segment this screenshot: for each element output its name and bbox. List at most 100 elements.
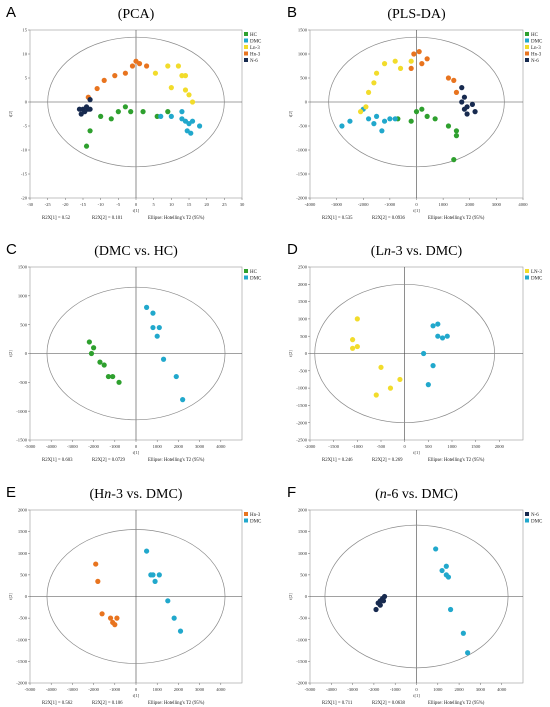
y-tick-label: -2000	[296, 196, 307, 201]
panel-title: (DMC vs. HC)	[94, 244, 178, 259]
y-tick-label: 500	[300, 334, 308, 339]
x-tick-label: 4000	[216, 444, 226, 449]
panel-title: (PCA)	[118, 7, 155, 22]
data-point	[154, 333, 160, 339]
legend-label: DMC	[531, 519, 543, 524]
footer-r2x1: R2X[1] = 0.52	[42, 216, 71, 221]
data-point	[365, 116, 372, 122]
panel-title-part: (	[375, 487, 380, 502]
data-point	[165, 63, 171, 69]
x-tick-label: -5000	[25, 444, 36, 449]
y-tick-label: -1500	[296, 403, 307, 408]
legend-swatch	[244, 275, 248, 280]
footer-r2x2: R2X[2] = 0.269	[372, 458, 403, 463]
data-point	[99, 611, 105, 617]
data-point	[392, 116, 398, 122]
data-point	[365, 89, 372, 95]
legend-label: DMC	[250, 39, 262, 44]
panel-title-part: -6 vs. DMC)	[387, 487, 459, 502]
legend-swatch	[244, 512, 248, 516]
footer-r2x2: R2X[2] = 0.101	[92, 216, 123, 221]
data-point	[144, 63, 150, 69]
footer-r2x2: R2X[2] = 0.0729	[92, 458, 126, 463]
footer-ellipse: Ellipse: Hotelling's T2 (95%)	[148, 216, 205, 221]
data-point	[112, 73, 118, 79]
data-point	[453, 89, 460, 95]
data-point	[168, 113, 174, 119]
data-point	[373, 70, 380, 76]
y-tick-label: -500	[19, 380, 28, 385]
x-tick-label: -2000	[369, 687, 380, 692]
x-tick-label: 3000	[492, 202, 502, 207]
data-point	[371, 121, 377, 127]
y-tick-label: 500	[300, 572, 308, 577]
data-point	[347, 118, 353, 124]
legend-swatch	[525, 269, 529, 273]
y-tick-label: 1000	[298, 317, 308, 322]
x-axis-label: t[1]	[413, 693, 420, 698]
y-tick-label: 0	[305, 351, 308, 356]
data-point	[158, 113, 164, 119]
x-tick-label: 4000	[216, 687, 226, 692]
panel-title: (PLS-DA)	[387, 7, 446, 22]
y-tick-label: 2500	[298, 265, 308, 270]
y-tick-label: -500	[299, 368, 308, 373]
data-point	[408, 65, 414, 71]
data-point	[424, 56, 430, 62]
x-tick-label: -2000	[358, 202, 369, 207]
data-point	[87, 128, 93, 134]
x-tick-label: 1000	[153, 444, 163, 449]
x-tick-label: -4000	[46, 444, 57, 449]
y-tick-label: 15	[22, 28, 27, 33]
legend-swatch	[525, 275, 529, 280]
y-axis-label: t[2]	[8, 350, 13, 357]
x-tick-label: 500	[425, 444, 433, 449]
x-tick-label: 2000	[495, 444, 505, 449]
data-point	[357, 109, 364, 115]
legend-swatch	[244, 58, 248, 62]
y-tick-label: -10	[21, 148, 28, 153]
data-point	[97, 359, 103, 365]
x-tick-label: 30	[240, 202, 245, 207]
legend-swatch	[244, 38, 248, 43]
data-point	[101, 362, 107, 368]
panel-title: (n-6 vs. DMC)	[375, 487, 458, 502]
data-point	[114, 615, 120, 621]
legend-swatch	[244, 269, 248, 273]
x-tick-label: 1000	[433, 687, 443, 692]
data-point	[150, 324, 156, 331]
data-point	[445, 123, 452, 129]
data-point	[416, 49, 422, 55]
legend-label: LN-3	[531, 270, 542, 275]
x-tick-label: 0	[415, 202, 418, 207]
data-point	[439, 335, 446, 341]
x-tick-label: 4000	[497, 687, 507, 692]
data-point	[453, 133, 460, 139]
data-point	[110, 373, 116, 380]
legend-swatch	[244, 45, 248, 49]
data-point	[179, 116, 185, 122]
y-tick-label: -500	[299, 124, 308, 129]
panel-letter: B	[287, 4, 297, 21]
footer-ellipse: Ellipse: Hotelling's T2 (95%)	[428, 458, 485, 463]
data-point	[430, 363, 436, 369]
y-tick-label: -500	[19, 616, 28, 621]
y-tick-label: 2000	[298, 508, 308, 513]
x-tick-label: -3000	[331, 202, 342, 207]
legend-label: Ln-3	[250, 46, 260, 51]
x-tick-label: -30	[27, 202, 34, 207]
data-point	[419, 61, 425, 67]
x-tick-label: -1000	[385, 202, 396, 207]
data-point	[101, 77, 107, 83]
panel-a: A (PCA) -30 -25 -20 -15 -10 -5 0 5 10 15 20 25 30 -20 -1…	[6, 4, 262, 221]
legend-swatch	[525, 512, 529, 516]
legend-label: N-6	[531, 59, 539, 64]
y-tick-label: -5	[23, 124, 28, 129]
footer-r2x2: R2X[2] = 0.106	[92, 701, 123, 706]
data-point	[152, 578, 158, 584]
y-tick-label: 0	[25, 594, 28, 599]
x-tick-label: -2000	[88, 687, 99, 692]
x-tick-label: 1000	[439, 202, 449, 207]
y-tick-label: 1500	[18, 265, 28, 270]
